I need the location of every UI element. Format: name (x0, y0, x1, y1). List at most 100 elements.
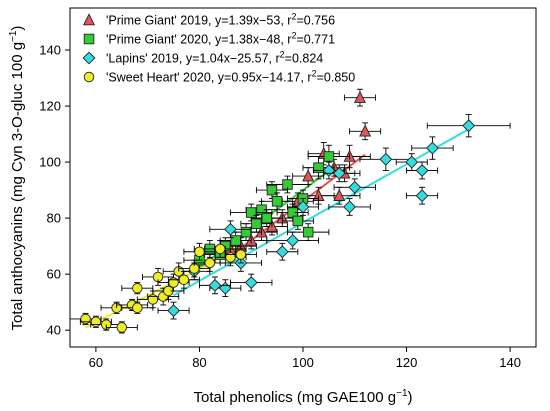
legend-item: 'Prime Giant' 2019, y=1.39x−53, r2=0.756 (82, 12, 335, 28)
point-marker (80, 313, 91, 325)
legend-label: 'Prime Giant' 2020, y=1.38x−48, r2=0.771 (106, 31, 335, 47)
data-point (230, 273, 273, 292)
legend-item: 'Lapins' 2019, y=1.04x−25.57, r2=0.824 (82, 50, 323, 66)
data-point (105, 321, 138, 334)
data-point (121, 301, 154, 314)
point-marker (224, 222, 237, 236)
point-marker (244, 276, 258, 289)
point-marker (245, 207, 257, 218)
data-point (121, 282, 154, 295)
point-marker (90, 316, 102, 328)
point-marker (405, 155, 419, 169)
point-marker (204, 257, 216, 269)
point-marker (296, 200, 310, 214)
legend: 'Prime Giant' 2019, y=1.39x−53, r2=0.756… (82, 12, 355, 85)
y-tick-label: 40 (47, 323, 61, 338)
legend-item: 'Sweet Heart' 2020, y=0.95x−14.17, r2=0.… (83, 69, 355, 85)
point-marker (218, 281, 232, 295)
data-point (359, 147, 413, 171)
data-point (178, 259, 211, 278)
point-marker (266, 184, 278, 196)
point-marker (167, 304, 180, 318)
data-point (183, 242, 216, 261)
data-point (426, 114, 511, 138)
point-marker (214, 243, 226, 255)
legend-label: 'Sweet Heart' 2020, y=0.95x−14.17, r2=0.… (106, 69, 355, 85)
point-marker (462, 119, 476, 133)
data-point (230, 203, 273, 222)
point-marker (275, 245, 289, 259)
point-marker (332, 166, 346, 180)
point-marker (302, 169, 315, 182)
point-marker (132, 302, 143, 314)
point-marker (225, 252, 236, 263)
x-tick-label: 60 (89, 355, 103, 370)
point-marker (359, 124, 372, 137)
axes: 60 80 100 120 140 40 60 80 100 120 140 (39, 43, 521, 370)
data-point (406, 161, 439, 180)
legend-marker (83, 33, 95, 45)
point-marker (353, 90, 366, 103)
y-tick-label: 60 (47, 267, 61, 282)
regression-line (173, 128, 470, 297)
legend-label: 'Lapins' 2019, y=1.04x−25.57, r2=0.824 (106, 50, 323, 66)
point-marker (415, 164, 429, 177)
data-point (167, 270, 200, 289)
point-marker (333, 188, 346, 201)
x-tick-label: 80 (192, 355, 206, 370)
legend-marker (82, 51, 96, 65)
data-point (266, 231, 319, 250)
data-point (281, 212, 314, 230)
point-marker (147, 294, 159, 305)
data-point (224, 245, 257, 264)
data-point (406, 186, 439, 205)
x-tick-label: 140 (499, 355, 521, 370)
point-marker (194, 246, 205, 257)
point-marker (178, 274, 190, 286)
legend-item: 'Prime Giant' 2020, y=1.38x−48, r2=0.771 (83, 31, 335, 47)
data-point (349, 122, 382, 141)
data-point (198, 276, 231, 295)
legend-label: 'Prime Giant' 2019, y=1.39x−53, r2=0.756 (106, 12, 335, 28)
legend-marker (82, 13, 96, 26)
point-marker (235, 249, 247, 260)
point-marker (323, 151, 335, 162)
y-tick-label: 140 (39, 43, 61, 58)
plot-area (69, 88, 511, 334)
y-tick-label: 80 (47, 211, 61, 226)
point-marker (251, 218, 262, 229)
data-point (343, 88, 376, 107)
point-marker (116, 322, 128, 333)
point-marker (271, 196, 283, 207)
point-marker (168, 277, 179, 288)
point-marker (302, 226, 314, 238)
data-point (209, 220, 252, 239)
data-point (193, 254, 226, 272)
data-point (204, 240, 237, 258)
y-tick-label: 120 (39, 99, 61, 114)
data-point (411, 136, 454, 160)
point-marker (313, 162, 324, 173)
data-point (287, 198, 319, 216)
point-marker (208, 278, 222, 292)
point-marker (230, 235, 241, 246)
data-point (323, 164, 356, 183)
point-marker (261, 212, 273, 224)
point-marker (348, 180, 362, 194)
point-marker (240, 226, 252, 238)
point-marker (426, 141, 439, 155)
data-point (266, 242, 299, 261)
point-marker (322, 164, 336, 177)
point-marker (379, 152, 393, 166)
legend-marker (83, 71, 95, 83)
point-marker (286, 234, 300, 247)
x-tick-label: 120 (396, 355, 418, 370)
point-marker (132, 282, 143, 294)
data-point (157, 301, 190, 320)
point-marker (343, 200, 357, 214)
point-marker (415, 189, 429, 203)
x-axis-title: Total phenolics (mg GAE100 g−1) (193, 388, 412, 406)
y-tick-label: 100 (39, 155, 61, 170)
point-marker (292, 215, 304, 227)
